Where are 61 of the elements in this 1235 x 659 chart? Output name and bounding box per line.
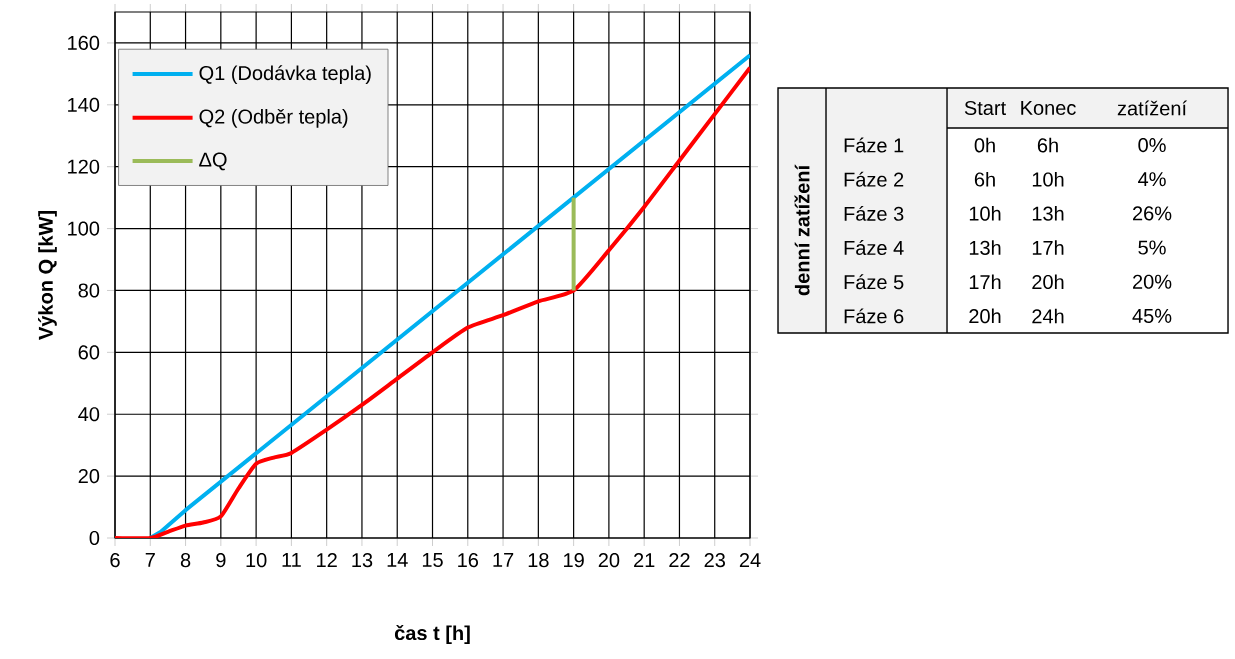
- y-tick-label: 80: [78, 283, 100, 298]
- x-tick-label: 16: [458, 553, 479, 568]
- y-tick-label: 100: [68, 221, 100, 236]
- text: 6h: [1037, 137, 1058, 153]
- category-label: Fáze 3: [844, 205, 904, 221]
- y-tick-label: 20: [78, 469, 100, 484]
- text: 13h: [969, 240, 1001, 255]
- text: 20h: [1032, 274, 1064, 290]
- category-label: Fáze 2: [844, 171, 904, 187]
- y-tick-label: 0: [89, 530, 100, 546]
- text: Start: [964, 100, 1006, 116]
- y-tick-label: 60: [78, 345, 100, 360]
- text: 17h: [1032, 240, 1064, 255]
- legend-label: ΔQ: [199, 152, 227, 171]
- text: 26%: [1133, 206, 1172, 221]
- text: 45%: [1132, 308, 1172, 323]
- y-tick-label: 160: [68, 35, 100, 51]
- x-tick-label: 24: [739, 553, 761, 568]
- x-tick-label: 17: [493, 553, 514, 567]
- y-axis-title: Výkon Q [kW]: [38, 211, 57, 340]
- text: 24h: [1032, 308, 1064, 324]
- x-tick-label: 10: [246, 553, 267, 568]
- x-tick-label: 20: [598, 553, 620, 568]
- legend-label: Q2 (Odběr tepla): [199, 108, 348, 128]
- x-tick-label: 11: [282, 553, 301, 567]
- x-tick-label: 13: [352, 553, 373, 568]
- text: 10h: [969, 206, 1001, 221]
- x-tick-label: 21: [634, 553, 655, 568]
- text: 6h: [974, 171, 995, 187]
- x-tick-label: 19: [564, 553, 584, 568]
- x-tick-label: 8: [180, 553, 191, 568]
- text: 5%: [1138, 240, 1166, 255]
- category-label: Fáze 1: [844, 137, 904, 153]
- x-tick-label: 22: [669, 553, 690, 568]
- text: 4%: [1138, 172, 1166, 187]
- x-tick-label: 14: [387, 553, 408, 567]
- text: denní zatížení: [794, 164, 810, 296]
- text: 17h: [969, 274, 1001, 289]
- x-axis-title: čas t [h]: [394, 624, 470, 645]
- text: 0%: [1138, 138, 1166, 153]
- y-tick-label: 120: [68, 159, 100, 174]
- x-tick-label: 18: [528, 553, 549, 568]
- category-label: Fáze 4: [844, 240, 904, 256]
- y-tick-label: 140: [68, 97, 100, 112]
- category-label: Fáze 5: [844, 274, 904, 290]
- text: 0h: [974, 137, 995, 153]
- x-tick-label: 23: [704, 553, 725, 568]
- x-tick-label: 7: [145, 553, 155, 567]
- y-tick-label: 40: [78, 407, 100, 422]
- text: zatížení: [1117, 100, 1187, 116]
- text: 13h: [1032, 206, 1064, 221]
- category-label: Fáze 6: [844, 308, 904, 324]
- x-tick-label: 6: [110, 553, 120, 568]
- legend-label: Q1 (Dodávka tepla): [199, 65, 371, 85]
- x-tick-label: 9: [216, 553, 226, 568]
- text: 20%: [1133, 274, 1172, 289]
- x-tick-label: 12: [317, 553, 337, 568]
- text: 10h: [1032, 171, 1064, 187]
- text: 20h: [969, 308, 1001, 324]
- x-tick-label: 15: [422, 553, 443, 568]
- text: Konec: [1021, 101, 1076, 115]
